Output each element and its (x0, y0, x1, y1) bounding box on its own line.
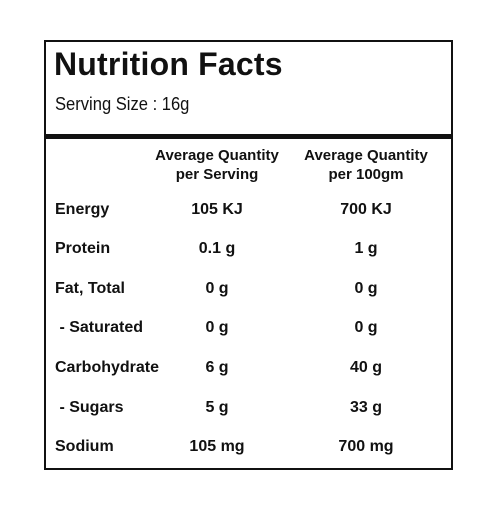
serving-size: Serving Size : 16g (55, 94, 190, 114)
table-row: Protein 0.1 g 1 g (46, 240, 451, 260)
column-header-per-serving: Average Quantity per Serving (142, 146, 292, 184)
table-row: - Saturated 0 g 0 g (46, 319, 451, 339)
nutrient-name: Carbohydrate (55, 359, 160, 376)
nutrition-facts-panel: Nutrition Facts Serving Size : 16g Avera… (44, 40, 453, 470)
column-header-line: Average Quantity (155, 147, 279, 164)
column-header-line: per 100gm (328, 166, 404, 183)
per-100g-value: 33 g (349, 399, 382, 416)
per-serving-value: 0 g (205, 280, 229, 297)
divider-rule (46, 134, 451, 139)
per-100g-value: 1 g (354, 240, 378, 257)
table-row: Energy 105 KJ 700 KJ (46, 201, 451, 221)
nutrient-name: Sodium (55, 438, 114, 455)
per-serving-value: 5 g (205, 399, 229, 416)
column-header-per-100g: Average Quantity per 100gm (291, 146, 441, 184)
per-100g-value: 700 KJ (340, 201, 392, 218)
per-100g-value: 0 g (354, 319, 378, 336)
column-header-line: Average Quantity (304, 147, 428, 164)
column-header-line: per Serving (175, 166, 259, 183)
nutrient-name: Protein (55, 240, 111, 257)
nutrient-name: - Saturated (55, 319, 144, 336)
table-row: Carbohydrate 6 g 40 g (46, 359, 451, 379)
panel-title: Nutrition Facts (54, 46, 283, 82)
per-serving-value: 0.1 g (198, 240, 236, 257)
nutrient-name: Fat, Total (55, 280, 125, 297)
per-serving-value: 105 KJ (191, 201, 243, 218)
nutrient-name: Energy (55, 201, 110, 218)
table-row: Fat, Total 0 g 0 g (46, 280, 451, 300)
per-100g-value: 700 mg (338, 438, 394, 455)
table-row: Sodium 105 mg 700 mg (46, 438, 451, 458)
per-100g-value: 40 g (349, 359, 382, 376)
per-serving-value: 105 mg (189, 438, 245, 455)
per-serving-value: 0 g (205, 319, 229, 336)
per-100g-value: 0 g (354, 280, 378, 297)
per-serving-value: 6 g (205, 359, 229, 376)
nutrient-name: - Sugars (55, 399, 124, 416)
table-row: - Sugars 5 g 33 g (46, 399, 451, 419)
